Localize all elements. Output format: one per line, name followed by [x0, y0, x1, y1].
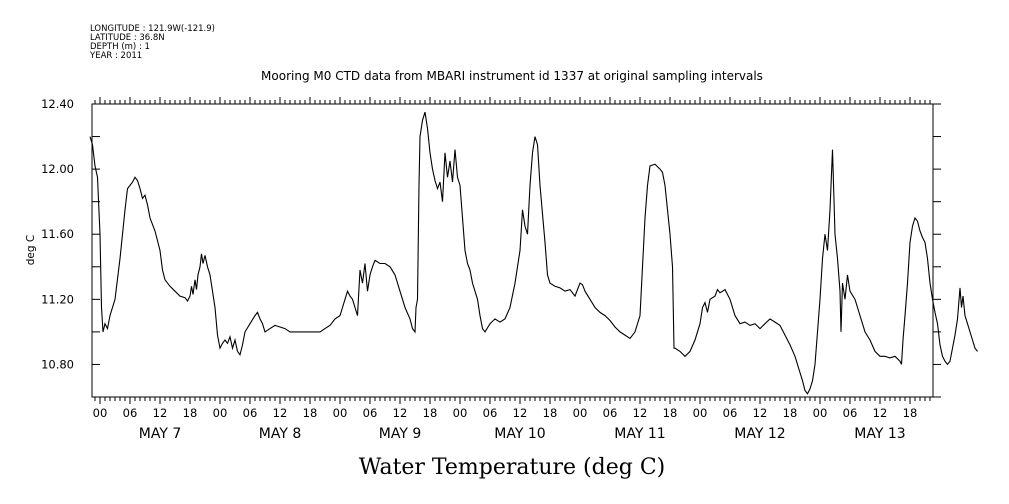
- x-date-label: MAY 8: [259, 426, 301, 442]
- x-tick-label: 18: [183, 406, 198, 420]
- x-tick-label: 06: [483, 406, 498, 420]
- x-tick-label: 12: [633, 406, 648, 420]
- x-tick-label: 18: [543, 406, 558, 420]
- y-tick-label: 12.00: [41, 162, 74, 176]
- chart-title: Mooring M0 CTD data from MBARI instrumen…: [261, 69, 763, 83]
- x-tick-label: 00: [93, 406, 108, 420]
- x-tick-label: 00: [333, 406, 348, 420]
- x-tick-label: 12: [873, 406, 888, 420]
- x-tick-label: 06: [843, 406, 858, 420]
- x-tick-label: 18: [423, 406, 438, 420]
- plot-frame: [91, 103, 934, 398]
- x-tick-label: 12: [273, 406, 288, 420]
- x-tick-label: 00: [453, 406, 468, 420]
- x-tick-label: 00: [813, 406, 828, 420]
- axis-ticks: [92, 97, 941, 404]
- x-date-label: MAY 10: [494, 426, 545, 442]
- x-tick-label: 06: [243, 406, 258, 420]
- metadata-latitude: LATITUDE : 36.8N: [90, 33, 165, 43]
- x-date-label: MAY 9: [379, 426, 421, 442]
- x-tick-label: 12: [753, 406, 768, 420]
- x-tick-label: 12: [513, 406, 528, 420]
- x-date-label: MAY 7: [139, 426, 181, 442]
- y-tick-label: 11.20: [41, 292, 74, 306]
- x-tick-label: 00: [573, 406, 588, 420]
- x-tick-label: 12: [153, 406, 168, 420]
- x-tick-label: 18: [303, 406, 318, 420]
- chart-caption: Water Temperature (deg C): [359, 455, 666, 480]
- series-layer: [89, 111, 978, 395]
- y-tick-label: 12.40: [41, 97, 74, 111]
- metadata-depth: DEPTH (m) : 1: [90, 42, 150, 52]
- metadata-year: YEAR : 2011: [89, 51, 142, 61]
- x-tick-label: 18: [663, 406, 678, 420]
- x-date-label: MAY 11: [614, 426, 665, 442]
- x-tick-label: 06: [363, 406, 378, 420]
- x-tick-label: 18: [783, 406, 798, 420]
- x-tick-label: 00: [213, 406, 228, 420]
- x-tick-label: 06: [603, 406, 618, 420]
- metadata-longitude: LONGITUDE : 121.9W(-121.9): [90, 24, 215, 34]
- x-tick-label: 06: [723, 406, 738, 420]
- y-tick-label: 10.80: [41, 357, 74, 371]
- x-tick-label: 06: [123, 406, 138, 420]
- y-axis-label: deg C: [25, 235, 37, 265]
- water-temperature-line: [89, 111, 978, 395]
- x-tick-label: 12: [393, 406, 408, 420]
- x-tick-label: 18: [903, 406, 918, 420]
- metadata-block: LONGITUDE : 121.9W(-121.9) LATITUDE : 36…: [89, 24, 215, 61]
- y-tick-label: 11.60: [41, 227, 74, 241]
- x-tick-label: 00: [693, 406, 708, 420]
- x-date-label: MAY 13: [854, 426, 905, 442]
- x-date-label: MAY 12: [734, 426, 785, 442]
